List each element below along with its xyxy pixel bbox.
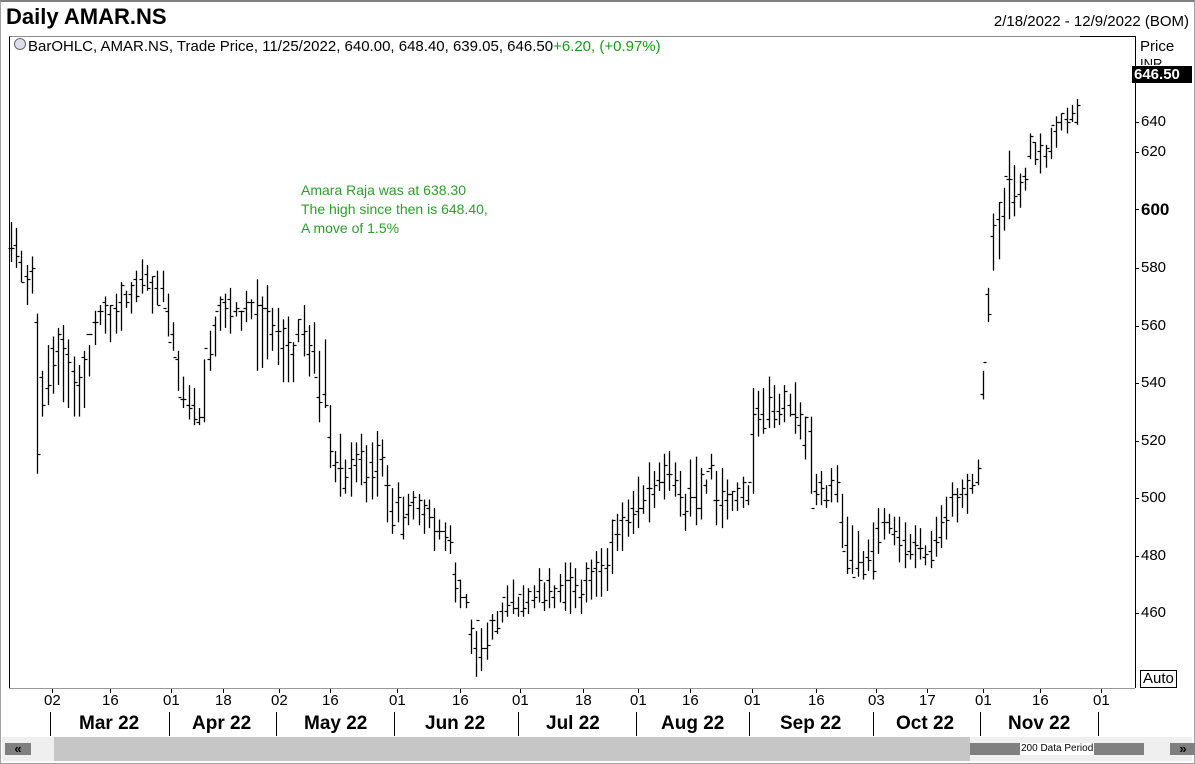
y-tick-label: 540 xyxy=(1141,374,1167,391)
annotation-line-3: A move of 1.5% xyxy=(301,220,400,236)
x-day-tick: 16 xyxy=(322,692,339,709)
x-month-label: Jul 22 xyxy=(546,713,600,734)
y-tick-label: 600 xyxy=(1141,200,1170,219)
legend-change: +6.20, (+0.97%) xyxy=(553,38,661,55)
x-day-tick: 16 xyxy=(102,692,119,709)
chart-title: Daily AMAR.NS xyxy=(6,4,167,29)
x-day-tick: 18 xyxy=(215,692,232,709)
y-axis-title: Price xyxy=(1140,38,1175,55)
annotation-text[interactable]: Amara Raja was at 638.30 The high since … xyxy=(301,181,488,238)
series-legend[interactable]: BarOHLC, AMAR.NS, Trade Price, 11/25/202… xyxy=(14,38,661,55)
date-range: 2/18/2022 - 12/9/2022 (BOM) xyxy=(993,13,1189,30)
x-day-tick: 02 xyxy=(271,692,288,709)
legend-ohlc-text: BarOHLC, AMAR.NS, Trade Price, 11/25/202… xyxy=(28,38,554,55)
data-period-label: 200 Data Period xyxy=(1020,743,1095,755)
x-day-tick: 01 xyxy=(630,692,647,709)
plot-area[interactable] xyxy=(9,36,1135,689)
x-month-label: Mar 22 xyxy=(79,713,140,734)
y-axis-unit: INR xyxy=(1140,56,1163,65)
x-day-tick: 01 xyxy=(512,692,529,709)
x-day-tick: 16 xyxy=(682,692,699,709)
x-month-label: Apr 22 xyxy=(192,713,252,734)
clock-icon xyxy=(14,38,26,50)
last-price-marker: 646.50 xyxy=(1132,66,1192,83)
x-day-tick: 01 xyxy=(975,692,992,709)
x-month-label: Nov 22 xyxy=(1008,713,1071,734)
y-tick-label: 580 xyxy=(1141,259,1167,276)
x-month-label: May 22 xyxy=(304,713,368,734)
x-day-tick: 01 xyxy=(389,692,406,709)
x-day-tick: 01 xyxy=(744,692,761,709)
horizontal-scrollbar[interactable]: « 200 Data Period » xyxy=(2,737,1195,761)
scroll-left-button[interactable]: « xyxy=(5,742,31,755)
x-day-tick: 16 xyxy=(808,692,825,709)
annotation-line-2: The high since then is 648.40, xyxy=(301,201,488,217)
y-tick-label: 640 xyxy=(1141,113,1167,130)
x-day-tick: 01 xyxy=(1093,692,1110,709)
x-day-tick: 18 xyxy=(575,692,592,709)
y-tick-label: 480 xyxy=(1141,547,1167,564)
x-day-tick: 17 xyxy=(919,692,936,709)
x-day-tick: 16 xyxy=(452,692,469,709)
y-tick-label: 520 xyxy=(1141,432,1167,449)
x-month-label: Jun 22 xyxy=(425,713,486,734)
y-tick-label: 500 xyxy=(1141,489,1167,506)
x-day-tick: 16 xyxy=(1032,692,1049,709)
x-day-tick: 03 xyxy=(868,692,885,709)
y-tick-label: 560 xyxy=(1141,317,1167,334)
y-tick-label: 620 xyxy=(1141,143,1167,160)
scroll-right-button[interactable]: » xyxy=(1170,742,1195,755)
scrollbar-thumb[interactable] xyxy=(54,737,970,761)
x-day-tick: 01 xyxy=(163,692,180,709)
x-day-tick: 02 xyxy=(44,692,61,709)
x-month-label: Aug 22 xyxy=(661,713,725,734)
y-tick-label: 460 xyxy=(1141,604,1167,621)
x-month-label: Sep 22 xyxy=(780,713,842,734)
auto-scale-button[interactable]: Auto xyxy=(1140,670,1177,688)
annotation-line-1: Amara Raja was at 638.30 xyxy=(301,182,466,198)
x-month-label: Oct 22 xyxy=(896,713,955,734)
